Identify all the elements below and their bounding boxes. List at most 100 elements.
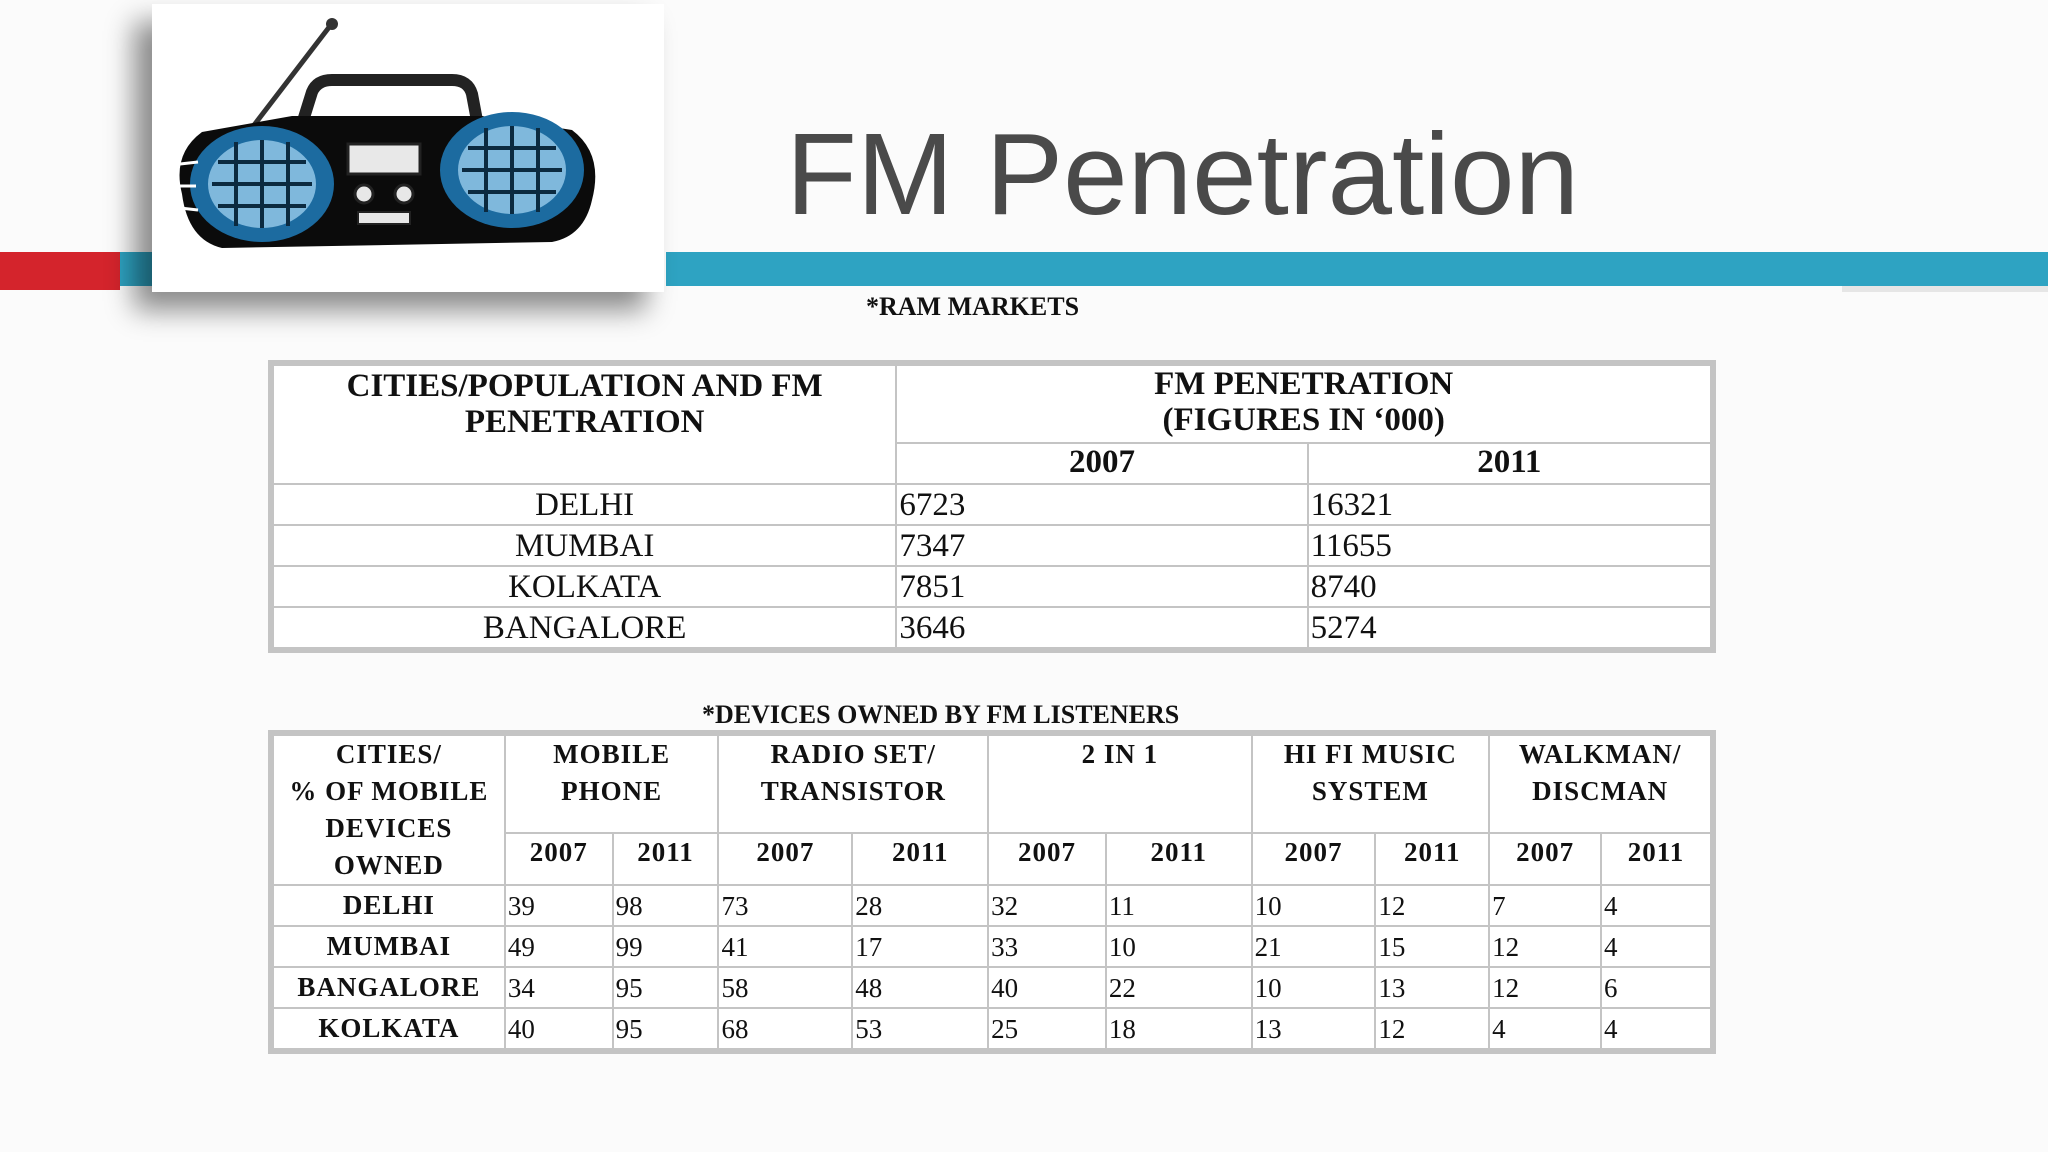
header-group-radio-set: RADIO SET/ TRANSISTOR	[717, 733, 990, 835]
slide-title: FM Penetration	[786, 109, 1580, 239]
header-cities-population-text: CITIES/POPULATION AND FM PENETRATION	[346, 368, 823, 440]
value-cell: 3646	[895, 606, 1309, 649]
header-group-mobile-phone: MOBILE PHONE	[503, 733, 720, 835]
value-cell: 95	[611, 966, 720, 1009]
header-year: 2011	[611, 832, 720, 886]
header-year: 2011	[851, 832, 990, 886]
header-group-2-in-1: 2 IN 1	[987, 733, 1253, 835]
value-cell: 16321	[1306, 483, 1713, 526]
value-cell: 99	[611, 925, 720, 968]
value-cell: 68	[717, 1007, 854, 1050]
value-cell: 7851	[895, 565, 1309, 608]
value-cell: 34	[503, 966, 614, 1009]
value-cell: 11655	[1306, 524, 1713, 567]
fm-penetration-table: CITIES/POPULATION AND FM PENETRATION FM …	[268, 360, 1716, 653]
devices-caption: *DEVICES OWNED BY FM LISTENERS	[702, 700, 1180, 729]
city-cell: BANGALORE	[272, 966, 506, 1009]
table-row: DELHI 6723 16321	[271, 483, 1713, 526]
accent-bar-red	[0, 252, 120, 290]
value-cell: 10	[1250, 966, 1377, 1009]
header-year: 2011	[1104, 832, 1253, 886]
value-cell: 4	[1600, 925, 1712, 968]
value-cell: 53	[851, 1007, 990, 1050]
radio-picture	[152, 4, 664, 292]
header-fm-line2: (FIGURES IN ‘000)	[1162, 402, 1445, 438]
table-row: BANGALORE 3646 5274	[271, 606, 1713, 649]
value-cell: 10	[1250, 884, 1377, 927]
value-cell: 40	[987, 966, 1107, 1009]
city-cell: MUMBAI	[272, 925, 506, 968]
value-cell: 28	[851, 884, 990, 927]
value-cell: 33	[987, 925, 1107, 968]
city-cell: DELHI	[272, 884, 506, 927]
header-year: 2007	[1250, 832, 1377, 886]
value-cell: 22	[1104, 966, 1253, 1009]
header-year: 2011	[1374, 832, 1491, 886]
value-cell: 40	[503, 1007, 614, 1050]
value-cell: 21	[1250, 925, 1377, 968]
value-cell: 12	[1488, 966, 1603, 1009]
value-cell: 6	[1600, 966, 1712, 1009]
group-line2: SYSTEM	[1311, 776, 1429, 806]
header-fm-line1: FM PENETRATION	[1154, 366, 1454, 402]
value-cell: 95	[611, 1007, 720, 1050]
value-cell: 58	[717, 966, 854, 1009]
city-cell: DELHI	[271, 483, 898, 526]
header-year: 2007	[987, 832, 1107, 886]
value-cell: 11	[1104, 884, 1253, 927]
table-row: BANGALORE 34 95 58 48 40 22 10 13 12 6	[272, 966, 1712, 1009]
value-cell: 7347	[895, 524, 1309, 567]
header-cities-line: OWNED	[333, 850, 444, 880]
header-cities-population: CITIES/POPULATION AND FM PENETRATION	[271, 364, 898, 485]
header-year: 2007	[503, 832, 614, 886]
header-cities-line: CITIES/	[335, 739, 442, 769]
value-cell: 41	[717, 925, 854, 968]
header-year: 2011	[1600, 832, 1712, 886]
value-cell: 48	[851, 966, 990, 1009]
ram-markets-caption: *RAM MARKETS	[866, 292, 1080, 321]
group-line1: WALKMAN/	[1518, 739, 1682, 769]
value-cell: 8740	[1306, 565, 1713, 608]
value-cell: 25	[987, 1007, 1107, 1050]
value-cell: 5274	[1306, 606, 1713, 649]
header-group-walkman: WALKMAN/ DISCMAN	[1488, 733, 1712, 835]
value-cell: 13	[1250, 1007, 1377, 1050]
city-cell: KOLKATA	[271, 565, 898, 608]
header-fm-penetration: FM PENETRATION (FIGURES IN ‘000)	[895, 364, 1712, 444]
group-line2: PHONE	[561, 776, 663, 806]
header-cities-line: DEVICES	[325, 813, 453, 843]
value-cell: 10	[1104, 925, 1253, 968]
header-year: 2007	[717, 832, 854, 886]
city-cell: BANGALORE	[271, 606, 898, 649]
value-cell: 73	[717, 884, 854, 927]
group-line1: RADIO SET/	[770, 739, 936, 769]
group-line2: DISCMAN	[1532, 776, 1669, 806]
value-cell: 12	[1374, 884, 1491, 927]
value-cell: 15	[1374, 925, 1491, 968]
value-cell: 12	[1488, 925, 1603, 968]
value-cell: 17	[851, 925, 990, 968]
accent-bar-blue	[666, 252, 2048, 286]
value-cell: 4	[1600, 884, 1712, 927]
value-cell: 4	[1488, 1007, 1603, 1050]
value-cell: 4	[1600, 1007, 1712, 1050]
group-line1: 2 IN 1	[1081, 739, 1159, 769]
header-year-2011: 2011	[1306, 442, 1713, 485]
value-cell: 12	[1374, 1007, 1491, 1050]
group-line2: TRANSISTOR	[760, 776, 946, 806]
value-cell: 7	[1488, 884, 1603, 927]
value-cell: 39	[503, 884, 614, 927]
value-cell: 13	[1374, 966, 1491, 1009]
accent-bar-shadow	[1842, 286, 2048, 292]
header-cities-devices: CITIES/ % OF MOBILE DEVICES OWNED	[272, 734, 506, 886]
value-cell: 6723	[895, 483, 1309, 526]
header-year-2007: 2007	[895, 442, 1309, 485]
value-cell: 49	[503, 925, 614, 968]
table-row: KOLKATA 40 95 68 53 25 18 13 12 4 4	[272, 1007, 1712, 1050]
table-row: DELHI 39 98 73 28 32 11 10 12 7 4	[272, 884, 1712, 927]
boombox-radio-icon	[178, 18, 596, 248]
table-row: KOLKATA 7851 8740	[271, 565, 1713, 608]
value-cell: 32	[987, 884, 1107, 927]
value-cell: 98	[611, 884, 720, 927]
group-line1: MOBILE	[553, 739, 671, 769]
